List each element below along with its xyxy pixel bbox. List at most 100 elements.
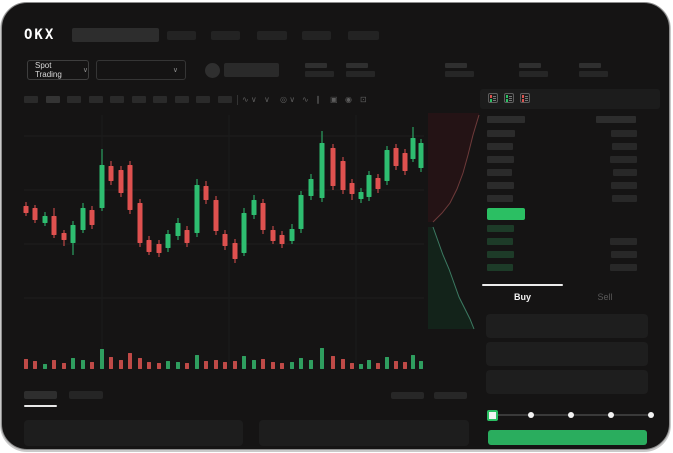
candlestick [298,195,304,229]
buy-tab-indicator [482,284,563,286]
candlestick [330,148,336,186]
timeframe-button-5[interactable] [110,96,124,103]
bottom-link-placeholder-2[interactable] [434,392,467,399]
ask-row-price-placeholder[interactable] [487,130,515,137]
bid-row-price-placeholder[interactable] [487,251,514,258]
slider-step-dot[interactable] [528,412,534,418]
ticker-stat-label-placeholder-1 [305,63,327,68]
volume-bar [252,360,256,369]
settings-gear-icon[interactable]: ◉ [345,95,352,104]
timeframe-button-8[interactable] [174,96,189,103]
buy-button[interactable] [488,430,647,445]
camera-icon[interactable]: ▣ [330,95,338,104]
ticker-stat-label-placeholder-2 [346,63,368,68]
fullscreen-icon[interactable]: ⊡ [360,95,367,104]
tab-buy[interactable]: Buy [482,286,563,308]
timeframe-button-1[interactable] [24,96,38,103]
ask-row-amount-placeholder[interactable] [612,143,637,150]
candlestick [279,235,285,244]
bid-row-amount-placeholder[interactable] [610,264,637,271]
book-both-icon[interactable] [488,93,498,103]
bid-row-amount-placeholder[interactable] [610,238,637,245]
ask-row-amount-placeholder[interactable] [613,169,637,176]
volume-bar [350,363,354,369]
bid-row-price-placeholder[interactable] [487,264,513,271]
bottom-link-placeholder-1[interactable] [391,392,424,399]
mark-bottom [522,99,524,102]
bid-row-price-placeholder[interactable] [487,225,514,232]
ask-row-price-placeholder[interactable] [487,156,514,163]
search-placeholder[interactable] [72,28,159,42]
volume-bar [195,355,199,369]
tab-buy-label: Buy [513,292,531,302]
candlestick [80,208,86,230]
nav-item-placeholder-1[interactable] [167,31,196,40]
price-input-placeholder[interactable] [486,314,648,338]
timeframe-button-2[interactable] [45,96,60,103]
candlestick [260,203,266,230]
volume-bar [261,359,265,369]
volume-bar [403,362,407,369]
candlestick [340,161,346,190]
ticker-stat-value-placeholder-4 [519,71,548,77]
volume-bar [320,348,324,369]
timeframe-button-7[interactable] [153,96,167,103]
ticker-stat-value-placeholder-5 [579,71,608,77]
bottom-tab-placeholder-1[interactable] [24,391,57,399]
slider-step-dot[interactable] [568,412,574,418]
bid-row-price-placeholder[interactable] [487,238,513,245]
mark-bottom [506,99,508,102]
candlestick [241,213,247,253]
candlestick [270,230,276,241]
market-type-dropdown[interactable]: Spot Trading ∨ [27,60,89,80]
ticker-stat-value-placeholder-3 [445,71,474,77]
mark-lines [493,96,496,101]
depth-asks-area [428,113,479,222]
ticker-stat-label-placeholder-5 [579,63,601,68]
ask-row-amount-placeholder[interactable] [611,182,637,189]
volume-bar [419,361,423,369]
bottom-tab-placeholder-2[interactable] [69,391,103,399]
ask-row-amount-placeholder[interactable] [610,156,637,163]
okx-logo[interactable]: OKX [24,27,56,43]
timeframe-button-4[interactable] [88,96,103,103]
ask-row-amount-placeholder[interactable] [611,130,637,137]
candlestick [42,216,48,223]
bid-row-amount-placeholder[interactable] [611,251,637,258]
volume-bar [71,358,75,369]
timeframe-button-10[interactable] [217,96,232,103]
amount-input-placeholder[interactable] [486,342,648,366]
ask-row-price-placeholder[interactable] [487,169,512,176]
line-style-icon[interactable]: ∿ ∨ [242,95,257,104]
volume-bar [394,361,398,369]
ask-row-price-placeholder[interactable] [487,182,514,189]
candlestick [375,178,381,189]
slider-step-dot[interactable] [648,412,654,418]
last-price-button[interactable] [487,208,525,220]
candle-type-icon[interactable]: ∨ [264,95,270,104]
candlestick [51,216,57,235]
candlestick [289,229,295,241]
timeframe-button-3[interactable] [67,96,81,103]
indicators-icon[interactable]: ◎ ∨ [280,95,296,104]
ask-row-price-placeholder[interactable] [487,143,513,150]
nav-item-placeholder-4[interactable] [302,31,331,40]
book-asks-icon[interactable] [520,93,530,103]
tab-sell[interactable]: Sell [563,286,647,308]
nav-item-placeholder-3[interactable] [257,31,287,40]
price-chart[interactable] [2,3,669,449]
ask-row-price-placeholder[interactable] [487,195,513,202]
timeframe-button-9[interactable] [196,96,210,103]
total-input-placeholder[interactable] [486,370,648,394]
book-bids-icon[interactable] [504,93,514,103]
timeframe-button-6[interactable] [131,96,146,103]
ask-row-amount-placeholder[interactable] [612,195,637,202]
nav-item-placeholder-2[interactable] [211,31,240,40]
candlestick [410,138,416,159]
wave-tool-icon[interactable]: ∿ [302,95,309,104]
nav-item-placeholder-5[interactable] [348,31,379,40]
slider-handle[interactable] [487,410,498,421]
compare-icon[interactable]: ∥ [316,95,320,104]
slider-step-dot[interactable] [608,412,614,418]
pair-selector-dropdown[interactable]: ∨ [96,60,186,80]
